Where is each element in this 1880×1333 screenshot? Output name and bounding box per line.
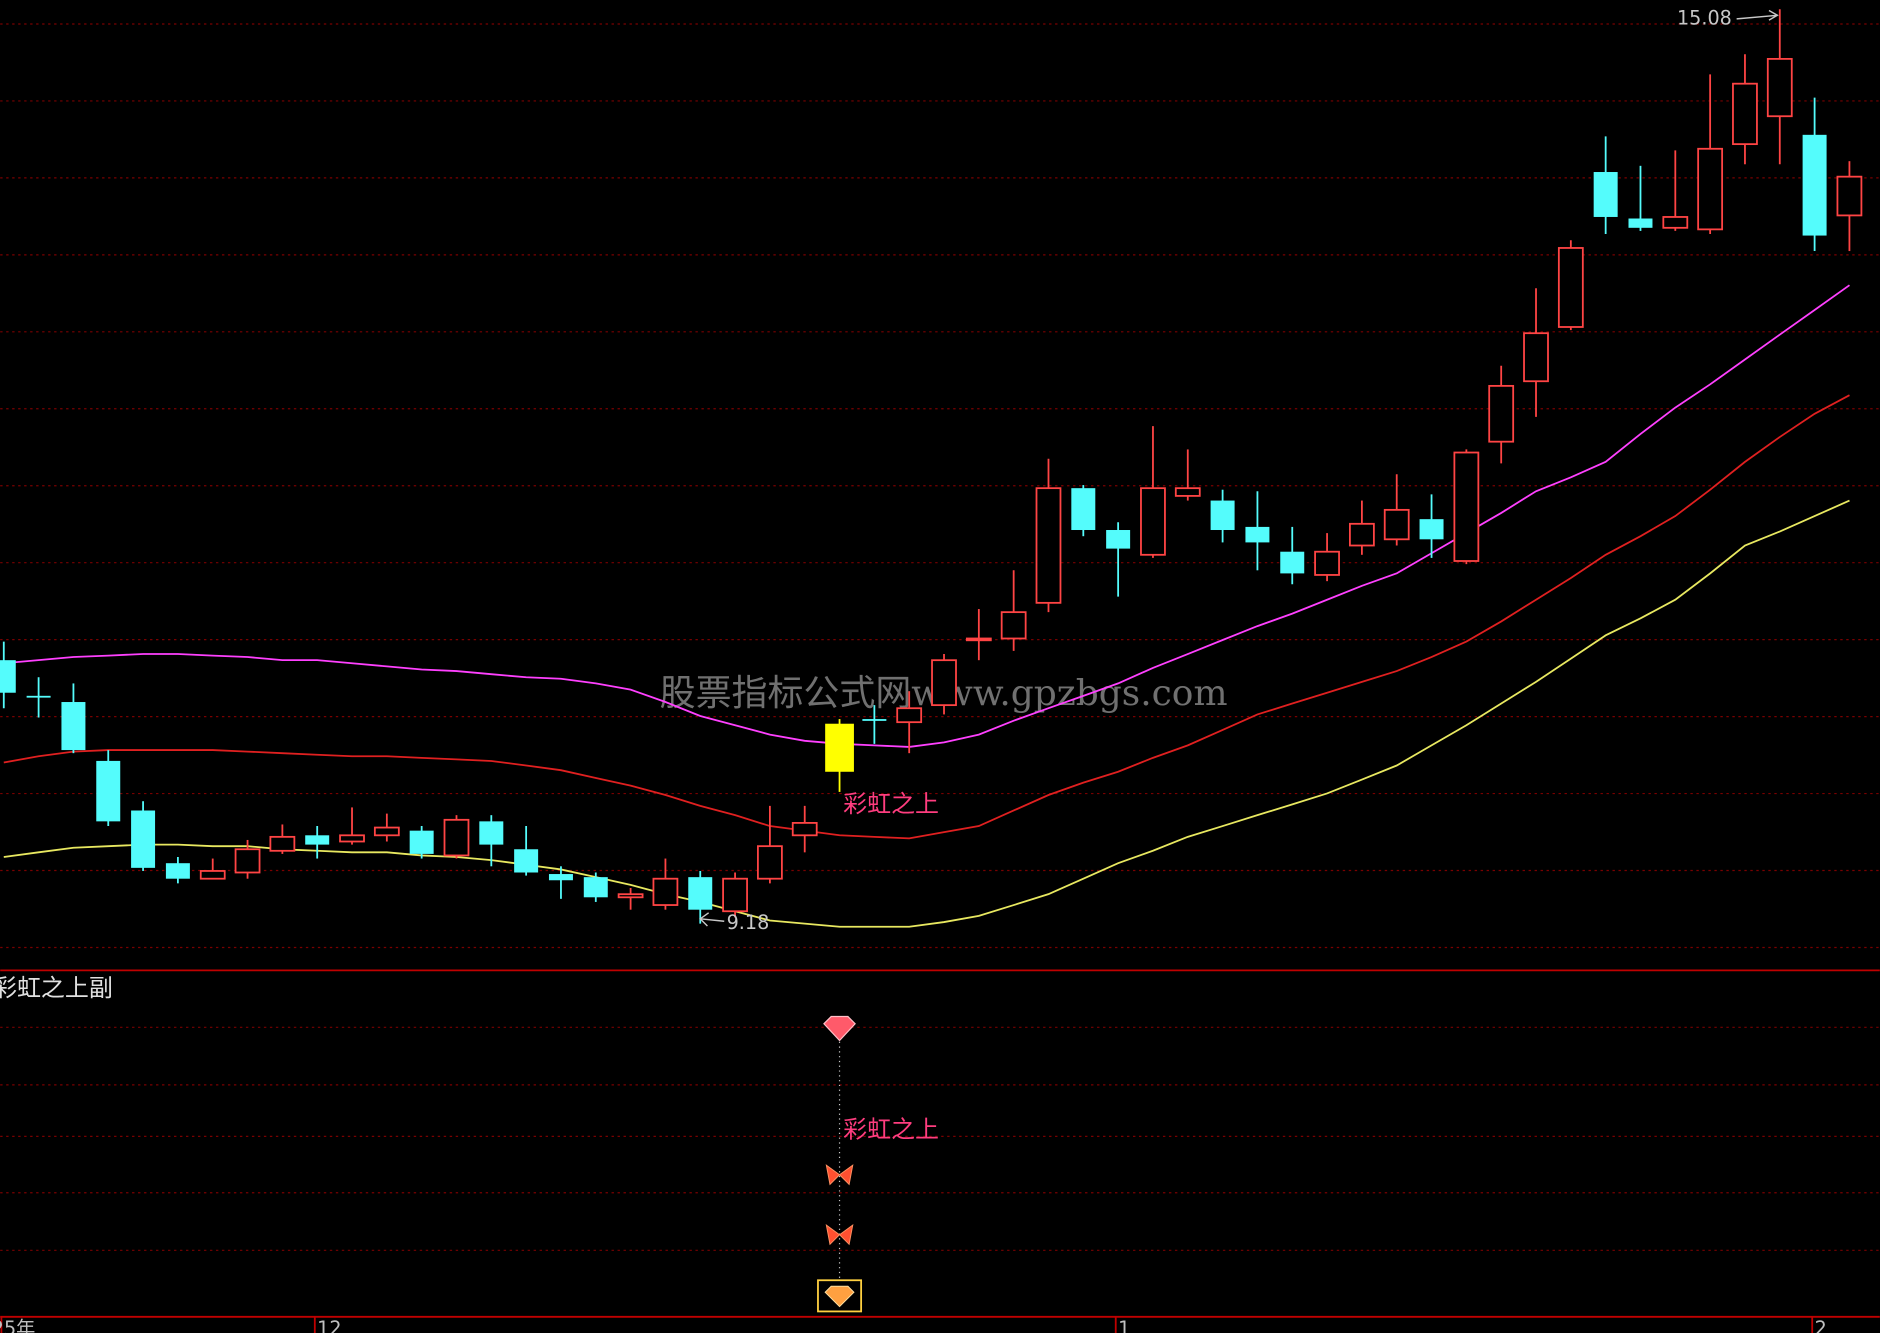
indicator-title: 彩虹之上副: [0, 974, 113, 1002]
signal-gem: [823, 1015, 856, 1042]
candle-body: [1140, 487, 1166, 556]
candle-body: [862, 719, 887, 721]
candle-body: [269, 835, 296, 852]
candle-body: [1314, 550, 1340, 576]
line-series: [3, 499, 1850, 928]
candle-body: [617, 893, 644, 899]
candle-body: [0, 660, 16, 693]
candle-body: [1732, 82, 1758, 146]
candle-body: [965, 637, 992, 642]
candle-body: [479, 821, 504, 845]
candle-body: [373, 826, 400, 837]
candle-body: [1245, 526, 1270, 543]
candle-body: [1280, 551, 1305, 574]
max-annotation: 15.08: [1677, 6, 1732, 29]
candle-body: [1593, 172, 1618, 217]
candle-body: [1035, 487, 1062, 604]
candle-body: [409, 830, 434, 854]
line-series: [3, 284, 1851, 748]
signal-butterfly: [825, 1164, 854, 1186]
candle-body: [722, 877, 748, 913]
candle-body: [1383, 508, 1410, 541]
candle-body: [26, 695, 51, 698]
candle-body: [1662, 216, 1689, 229]
signal-label: 彩虹之上: [843, 790, 939, 818]
candle-body: [583, 877, 608, 898]
candle-body: [548, 874, 573, 881]
x-tick-label: 1: [1118, 1317, 1130, 1333]
candle-body: [1802, 134, 1827, 236]
annotation-arrow: [699, 912, 725, 927]
candle-body: [131, 810, 156, 868]
annotation-arrow: [1736, 9, 1779, 21]
candle-body: [1453, 451, 1480, 562]
candle-body: [443, 818, 470, 857]
candle-body: [1349, 522, 1375, 547]
candle-body: [514, 849, 539, 873]
candle-body: [339, 834, 365, 843]
candle-body: [931, 659, 957, 707]
candle-body: [1557, 247, 1584, 328]
x-tick-label: 25年: [0, 1317, 35, 1333]
candle-body: [1174, 487, 1201, 497]
candle-body: [1523, 332, 1549, 383]
candle-body: [688, 877, 713, 910]
candle-body: [896, 707, 923, 724]
line-series: [3, 394, 1850, 840]
candle-body: [1766, 57, 1793, 118]
candle-body: [791, 822, 818, 837]
candle-body: [1419, 519, 1444, 540]
candle-body: [1488, 384, 1515, 443]
candle-body: [199, 870, 226, 880]
candle-body: [305, 835, 330, 845]
candle-body: [652, 877, 679, 906]
candle-body: [234, 848, 261, 874]
candle-body: [1697, 147, 1724, 231]
candle-body: [1106, 530, 1131, 549]
x-tick-label: 12: [317, 1317, 341, 1333]
candle-body: [1836, 175, 1863, 217]
x-tick-label: 2: [1815, 1317, 1827, 1333]
indicator-signal-label: 彩虹之上: [843, 1115, 939, 1143]
signal-box-gem: [824, 1285, 855, 1308]
candle-body: [757, 845, 783, 880]
candle-body: [1210, 500, 1235, 531]
min-annotation: 9.18: [727, 911, 770, 934]
candle-body: [1000, 611, 1027, 640]
signal-butterfly: [825, 1224, 854, 1246]
candle-body: [1628, 218, 1653, 228]
candle-body: [96, 760, 121, 822]
candle-body: [61, 702, 86, 751]
candle-body: [825, 723, 854, 772]
candle-body: [1071, 488, 1096, 531]
candle-body: [165, 863, 190, 879]
